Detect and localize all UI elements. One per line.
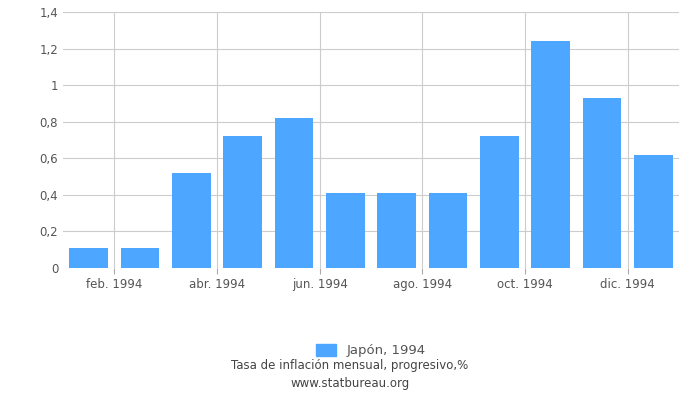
Bar: [326, 193, 365, 268]
Bar: [120, 248, 160, 268]
Legend: Japón, 1994: Japón, 1994: [311, 338, 431, 362]
Bar: [480, 136, 519, 268]
Bar: [172, 173, 211, 268]
Bar: [428, 193, 468, 268]
Bar: [377, 193, 416, 268]
Bar: [582, 98, 622, 268]
Bar: [531, 41, 570, 268]
Bar: [274, 118, 314, 268]
Text: Tasa de inflación mensual, progresivo,%: Tasa de inflación mensual, progresivo,%: [232, 360, 468, 372]
Text: www.statbureau.org: www.statbureau.org: [290, 378, 410, 390]
Bar: [634, 155, 673, 268]
Bar: [69, 248, 108, 268]
Bar: [223, 136, 262, 268]
